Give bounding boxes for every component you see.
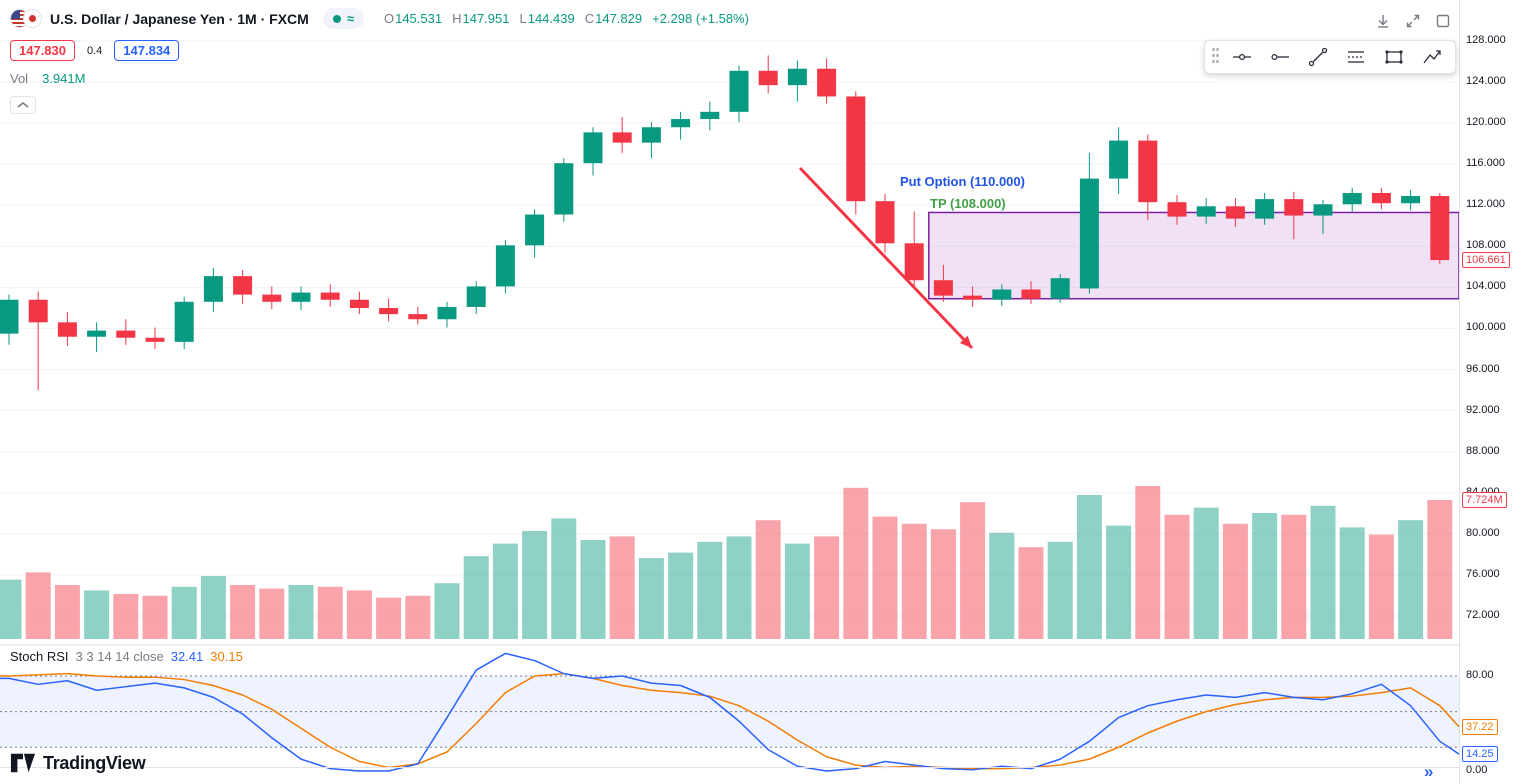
stoch-d-badge: 37.22	[1462, 718, 1498, 735]
volume-badge: 7.724M	[1462, 491, 1507, 508]
data-mode-icon: ≈	[346, 11, 354, 26]
axis-tick-label: 128.000	[1466, 34, 1506, 46]
expand-more-button[interactable]: »	[1424, 762, 1434, 781]
axis-tick-label: 120.000	[1466, 116, 1506, 129]
take-profit-annotation-label[interactable]: TP (108.000)	[930, 196, 1006, 211]
horizontal-line-icon[interactable]	[1223, 43, 1261, 71]
tradingview-logo-text: TradingView	[43, 752, 146, 773]
stoch-d-value: 30.15	[210, 649, 243, 664]
japan-flag-icon	[23, 9, 42, 28]
stoch-lower-level-label: 0.00	[1466, 764, 1488, 776]
axis-tick-label: 92.000	[1466, 403, 1500, 416]
tradingview-logo-icon	[10, 753, 36, 773]
chart-legend: U.S. Dollar / Japanese Yen · 1M · FXCM ≈…	[10, 8, 749, 114]
chart-window-controls	[1372, 10, 1454, 32]
volume-value: 3.941M	[42, 71, 86, 86]
chevron-up-icon	[17, 101, 29, 108]
arrow-down-icon[interactable]	[1372, 10, 1394, 32]
ohlc-low: L144.439	[519, 11, 575, 26]
last-price-badge: 106.661	[1462, 252, 1510, 269]
stoch-rsi-title[interactable]: Stoch RSI	[10, 649, 69, 664]
polyline-arrow-icon[interactable]	[1413, 43, 1451, 71]
buy-price-button[interactable]: 147.834	[114, 40, 180, 61]
candlestick-chart-canvas[interactable]	[0, 0, 1459, 784]
axis-tick-label: 72.000	[1466, 608, 1500, 621]
ohlc-close: C147.829	[584, 11, 643, 26]
symbol-flags-icon	[10, 9, 42, 28]
price-axis[interactable]: 128.000 124.000 120.000 116.000 112.000 108.0…	[1459, 0, 1519, 784]
axis-tick-label: 112.000	[1466, 198, 1505, 211]
sell-price-button[interactable]: 147.830	[10, 40, 75, 61]
axis-tick-label: 124.000	[1466, 75, 1506, 88]
horizontal-ray-icon[interactable]	[1261, 43, 1299, 71]
symbol-title[interactable]: U.S. Dollar / Japanese Yen · 1M · FXCM	[50, 10, 309, 27]
volume-label: Vol	[10, 71, 29, 86]
axis-tick-label: 88.000	[1466, 444, 1500, 457]
volume-legend: Vol 3.941M	[10, 71, 749, 86]
stoch-rsi-params: 3 3 14 14 close	[75, 649, 164, 664]
market-status-pill[interactable]: ≈	[322, 8, 364, 29]
rectangle-icon[interactable]	[1375, 43, 1413, 71]
axis-tick-label: 76.000	[1466, 567, 1500, 580]
symbol-row: U.S. Dollar / Japanese Yen · 1M · FXCM ≈…	[10, 8, 749, 29]
drawing-toolbar	[1204, 40, 1456, 74]
parallel-channel-icon[interactable]	[1337, 43, 1375, 71]
axis-tick-label: 80.000	[1466, 526, 1500, 539]
axis-tick-label: 108.000	[1466, 239, 1506, 252]
collapse-legend-button[interactable]	[10, 96, 36, 114]
stoch-k-badge: 14.25	[1462, 746, 1498, 763]
quote-row: 147.830 0.4 147.834	[10, 40, 749, 61]
trend-line-icon[interactable]	[1299, 43, 1337, 71]
stoch-upper-level-label: 80.00	[1466, 669, 1494, 681]
axis-tick-label: 96.000	[1466, 362, 1500, 375]
maximize-icon[interactable]	[1402, 10, 1424, 32]
axis-tick-label: 116.000	[1466, 157, 1505, 170]
ohlc-high: H147.951	[452, 11, 510, 26]
fullscreen-icon[interactable]	[1432, 10, 1454, 32]
toolbar-drag-handle-icon[interactable]	[1209, 47, 1223, 67]
axis-tick-label: 100.000	[1466, 321, 1506, 334]
put-option-annotation-label[interactable]: Put Option (110.000)	[900, 174, 1025, 189]
spread-value: 0.4	[87, 44, 103, 57]
ohlc-values: O145.531 H147.951 L144.439 C147.829 +2.2…	[384, 11, 749, 26]
price-change: +2.298 (+1.58%)	[652, 11, 749, 26]
stoch-k-value: 32.41	[170, 649, 204, 664]
ohlc-open: O145.531	[383, 11, 443, 26]
market-open-dot-icon	[332, 14, 341, 23]
tradingview-logo[interactable]: TradingView	[10, 752, 146, 774]
axis-tick-label: 104.000	[1466, 280, 1506, 293]
stoch-rsi-legend: Stoch RSI 3 3 14 14 close 32.41 30.15	[10, 649, 243, 664]
